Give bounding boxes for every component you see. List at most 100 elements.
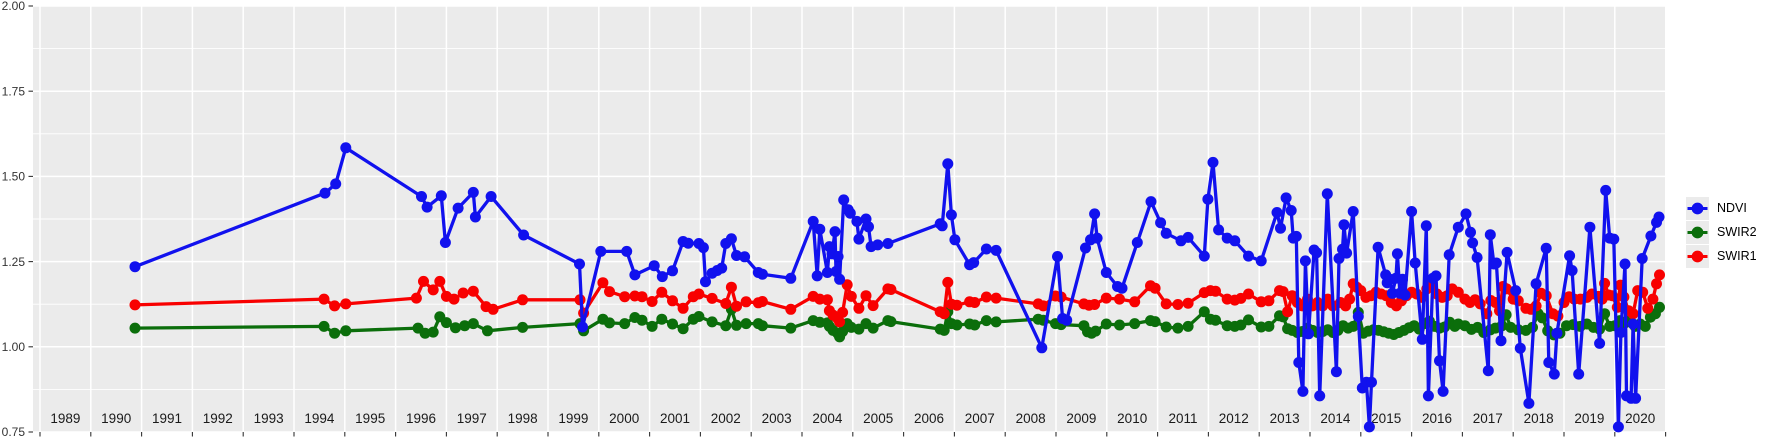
ndvi-data-point xyxy=(1330,366,1342,378)
swir2-data-point xyxy=(1160,321,1172,333)
x-axis-label: 1991 xyxy=(152,411,182,426)
ndvi-data-point xyxy=(421,201,433,213)
swir1-data-point xyxy=(1100,292,1112,304)
swir2-data-point xyxy=(1100,318,1112,330)
x-axis-label: 1995 xyxy=(355,411,385,426)
swir1-data-point xyxy=(434,275,446,287)
swir2-data-point xyxy=(731,319,742,331)
ndvi-data-point xyxy=(1584,221,1596,233)
swir1-data-point xyxy=(1089,299,1101,310)
ndvi-data-point xyxy=(1465,226,1476,238)
swir2-data-point xyxy=(885,316,897,328)
legend-item-swir1: SWIR1 xyxy=(1686,244,1757,268)
ndvi-data-point xyxy=(1145,196,1157,208)
ndvi-data-point xyxy=(1160,227,1172,239)
swir1-data-point xyxy=(706,292,718,304)
swir1-data-point xyxy=(619,291,631,303)
ndvi-data-point xyxy=(1452,221,1464,233)
legend-label-ndvi: NDVI xyxy=(1717,201,1747,215)
ndvi-data-point xyxy=(595,245,607,257)
ndvi-data-point xyxy=(1510,285,1522,297)
swir1-data-point xyxy=(1627,308,1639,320)
swir2-data-point xyxy=(706,316,718,328)
ndvi-data-point xyxy=(1573,368,1585,380)
swir1-data-point xyxy=(841,279,853,291)
y-axis-label: 0.75 xyxy=(2,425,26,439)
ndvi-data-point xyxy=(667,265,678,277)
ndvi-data-point xyxy=(1131,237,1143,248)
swir1-data-point xyxy=(1263,295,1275,307)
ndvi-data-point xyxy=(1036,342,1048,354)
swir2-data-point xyxy=(1263,320,1275,332)
ndvi-data-point xyxy=(1333,253,1345,264)
ndvi-data-point xyxy=(1311,247,1323,259)
swir2-data-point xyxy=(419,327,431,339)
swir2-data-point xyxy=(646,320,658,332)
ndvi-data-point xyxy=(1280,192,1292,204)
ndvi-data-point xyxy=(1363,421,1375,433)
swir1-data-point xyxy=(340,298,352,310)
ndvi-data-point xyxy=(1490,257,1502,269)
ndvi-data-point xyxy=(416,191,427,202)
swir1-data-point xyxy=(1642,302,1654,314)
ndvi-data-point xyxy=(834,273,846,285)
ndvi-data-point xyxy=(330,178,342,190)
ndvi-data-point xyxy=(1409,257,1421,269)
swir1-data-point xyxy=(467,285,479,297)
swir1-data-point xyxy=(756,296,768,307)
ndvi-data-point xyxy=(1548,368,1560,380)
ndvi-data-point xyxy=(485,191,497,202)
swir2-data-point xyxy=(440,317,452,329)
swir2-data-point xyxy=(1210,314,1221,326)
swir2-data-point xyxy=(1198,306,1210,318)
swir1-point-line-icon xyxy=(1687,250,1708,262)
ndvi-data-point xyxy=(439,237,451,248)
swir1-data-point xyxy=(636,291,648,303)
ndvi-data-point xyxy=(469,211,481,223)
ndvi-data-point xyxy=(1341,247,1353,259)
ndvi-data-point xyxy=(577,321,588,333)
swir1-data-point xyxy=(1172,299,1184,310)
ndvi-data-point xyxy=(1399,289,1411,301)
swir1-data-point xyxy=(834,316,846,328)
ndvi-data-point xyxy=(968,257,980,269)
ndvi-data-point xyxy=(1052,251,1063,262)
swir1-data-point xyxy=(990,292,1002,304)
ndvi-data-point xyxy=(1243,250,1254,262)
ndvi-data-point xyxy=(1347,206,1359,217)
ndvi-data-point xyxy=(949,234,961,246)
ndvi-data-point xyxy=(725,233,737,245)
ndvi-data-point xyxy=(1285,205,1297,216)
ndvi-data-point xyxy=(1551,327,1563,339)
ndvi-data-point xyxy=(882,238,894,249)
swir1-data-point xyxy=(1344,293,1356,305)
swir2-data-point xyxy=(340,325,352,337)
ndvi-data-point xyxy=(1372,241,1384,253)
swir2-data-point xyxy=(693,311,705,322)
ndvi-data-point xyxy=(1275,222,1286,234)
swir1-data-point xyxy=(1647,293,1659,305)
ndvi-data-point xyxy=(435,190,447,202)
swir1-data-point xyxy=(885,284,897,295)
x-axis-label: 2009 xyxy=(1066,411,1096,426)
ndvi-data-point xyxy=(1303,328,1314,340)
swir2-data-point xyxy=(450,322,461,334)
swir2-data-point xyxy=(785,322,797,334)
swir2-data-point xyxy=(969,319,981,331)
swir2-data-point xyxy=(677,323,689,335)
swir1-data-point xyxy=(1037,300,1049,312)
ndvi-data-point xyxy=(1182,231,1194,243)
swir2-data-point xyxy=(1347,320,1359,332)
ndvi-data-point xyxy=(1352,311,1364,322)
ndvi-data-point xyxy=(1608,233,1620,245)
swir1-data-point xyxy=(1651,278,1662,290)
x-axis-label: 2010 xyxy=(1117,411,1147,426)
swir2-data-point xyxy=(467,318,479,330)
ndvi-data-point xyxy=(629,269,641,281)
swir1-data-point xyxy=(725,281,737,293)
ndvi-data-point xyxy=(1229,235,1241,247)
swir1-data-point xyxy=(410,292,422,304)
y-axis-label: 1.00 xyxy=(2,340,26,354)
swir2-legend-key xyxy=(1686,220,1709,244)
